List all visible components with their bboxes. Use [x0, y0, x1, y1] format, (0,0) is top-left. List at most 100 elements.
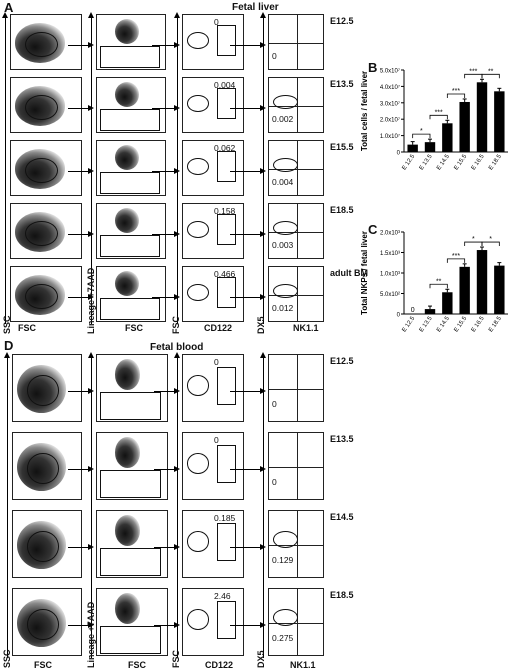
bar	[459, 266, 470, 314]
y-tick-label: 1.5x10³	[380, 251, 400, 257]
bar	[407, 144, 418, 152]
x-tick-label: E 12.5	[401, 153, 416, 171]
gating-arrow	[230, 167, 266, 174]
nk-percentage: 0.275	[272, 633, 294, 644]
y-axis-arrow	[174, 352, 180, 658]
panel-a-ssc-label: SSC	[2, 315, 12, 334]
significance-bracket	[446, 93, 466, 98]
bar	[424, 309, 436, 314]
zero-value-label: 0	[411, 307, 415, 314]
quadrant-horizontal-line	[269, 295, 323, 296]
significance-bracket	[429, 114, 448, 120]
significance-stars: **	[488, 68, 494, 75]
cd122-percentage: 0	[214, 17, 219, 27]
bar	[424, 142, 436, 152]
y-axis-label: Total cells / fetal liver	[360, 71, 369, 151]
quadrant-horizontal-line	[269, 232, 323, 233]
stage-label: adult BM	[330, 268, 368, 278]
y-axis-arrow	[88, 352, 94, 658]
scatter-lineage-fsc	[96, 354, 168, 422]
y-axis-arrow	[260, 12, 266, 324]
panel-d-nk11-label: NK1.1	[290, 660, 316, 670]
x-tick-label: E 14.5	[436, 153, 451, 171]
cd122-negative-population	[187, 531, 209, 552]
cd122-negative-population	[187, 157, 209, 175]
scatter-cd122-fsc: 0	[182, 432, 244, 500]
gating-arrow	[154, 622, 180, 629]
scatter-dx5-nk11: 0.003	[268, 203, 324, 259]
nk-population	[273, 283, 299, 298]
lineage-negative-gate	[100, 108, 160, 132]
cd122-percentage: 0.185	[214, 513, 236, 523]
gating-arrow	[230, 466, 266, 473]
scatter-lineage-fsc	[96, 510, 168, 578]
y-tick-label: 4.0x10⁷	[380, 84, 400, 91]
quadrant-horizontal-line	[269, 106, 323, 107]
nk-percentage: 0.012	[272, 303, 294, 314]
gating-arrow	[68, 104, 94, 111]
significance-stars: *	[420, 128, 423, 135]
bar	[442, 292, 453, 314]
lineage-population	[115, 437, 141, 468]
gating-arrow	[154, 544, 180, 551]
population-contour	[27, 453, 59, 484]
significance-bracket	[481, 73, 500, 79]
quadrant-horizontal-line	[269, 467, 323, 468]
cd122-percentage: 0.004	[214, 80, 236, 90]
y-tick-label: 1.0x10⁷	[380, 133, 400, 140]
scatter-lineage-fsc	[96, 14, 166, 70]
bar	[476, 82, 488, 152]
scatter-ssc-fsc	[10, 140, 82, 196]
gating-arrow	[152, 41, 180, 48]
significance-stars: ***	[452, 253, 460, 260]
population-contour	[27, 609, 59, 640]
scatter-ssc-fsc	[10, 77, 82, 133]
scatter-ssc-fsc	[10, 266, 82, 322]
cd122-positive-gate	[217, 367, 236, 405]
nk-population	[273, 609, 299, 627]
significance-bracket	[446, 258, 466, 263]
chart-total-nkps: 0 5.0x10² 1.0x10³ 1.5x10³ 2.0x10³ Total NKPs …	[360, 231, 508, 333]
scatter-dx5-nk11: 0	[268, 14, 324, 70]
gating-arrow	[230, 293, 266, 300]
scatter-lineage-fsc	[96, 266, 166, 322]
cd122-positive-gate	[217, 151, 236, 182]
lineage-population	[114, 82, 139, 108]
scatter-ssc-fsc	[12, 354, 82, 422]
nk-population	[273, 531, 299, 549]
gating-arrow	[152, 167, 180, 174]
gating-arrow	[230, 388, 266, 395]
cd122-positive-gate	[217, 601, 236, 639]
lineage-negative-gate	[100, 234, 160, 258]
gating-arrow	[152, 293, 180, 300]
x-tick-label: E 12.5	[401, 315, 416, 333]
scatter-cd122-fsc: 0.062	[182, 140, 244, 196]
population-contour	[25, 220, 58, 246]
y-axis-arrow	[2, 12, 8, 324]
lineage-negative-gate	[100, 392, 162, 420]
lineage-negative-gate	[100, 626, 162, 654]
y-tick-label: 5.0x10⁷	[380, 68, 400, 75]
quadrant-vertical-line	[297, 511, 298, 577]
lineage-negative-gate	[100, 297, 160, 321]
gating-arrow	[152, 230, 180, 237]
gating-arrow	[68, 544, 94, 551]
panel-a-title: Fetal liver	[232, 2, 279, 13]
scatter-cd122-fsc: 0	[182, 14, 244, 70]
scatter-cd122-fsc: 0.158	[182, 203, 244, 259]
panel-c-letter: C	[368, 222, 378, 237]
stage-label: E18.5	[330, 205, 354, 215]
nk-percentage: 0.004	[272, 177, 294, 188]
scatter-dx5-nk11: 0.002	[268, 77, 324, 133]
nk-percentage: 0	[272, 399, 277, 410]
nk-percentage: 0.002	[272, 114, 294, 125]
nk-population	[273, 157, 299, 172]
x-tick-label: E 15.5	[453, 315, 468, 333]
stage-label: E15.5	[330, 142, 354, 152]
significance-stars: ***	[435, 109, 443, 116]
population-contour	[25, 94, 58, 120]
panel-a-cd122-label: CD122	[204, 323, 233, 333]
cd122-percentage: 0.466	[214, 269, 236, 279]
scatter-dx5-nk11: 0	[268, 432, 324, 500]
bar	[494, 265, 505, 314]
